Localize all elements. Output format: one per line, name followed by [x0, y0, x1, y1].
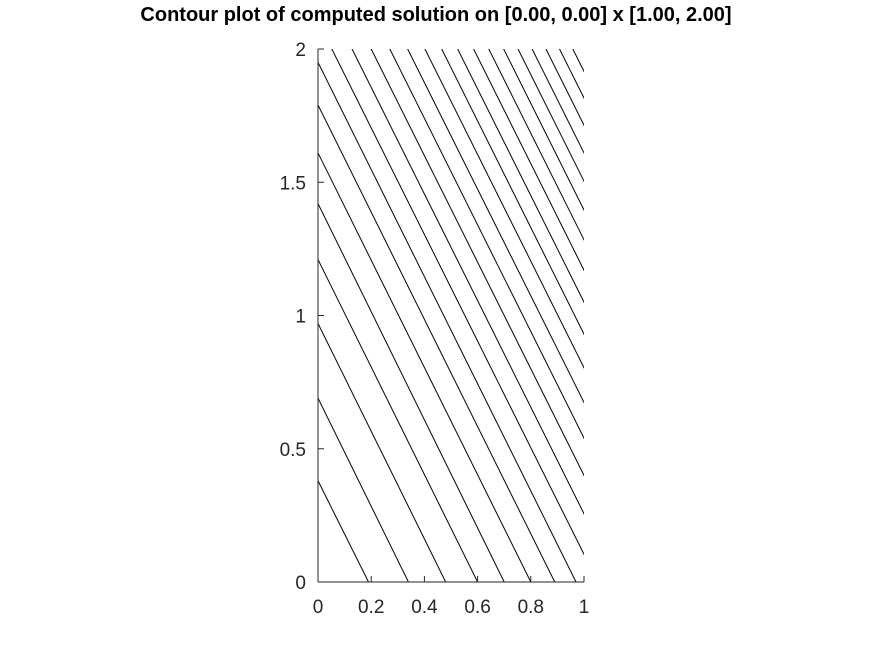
contour-line-13: [407, 49, 584, 404]
contour-line-19: [503, 49, 584, 212]
y-tick-label-3: 1.5: [280, 173, 306, 194]
contour-line-4: [318, 259, 479, 582]
x-tick-label-1: 0.2: [358, 597, 384, 618]
chart-title: Contour plot of computed solution on [0.…: [140, 4, 732, 26]
contour-line-8: [318, 62, 577, 582]
x-tick-label-2: 0.4: [411, 597, 438, 618]
contour-line-16: [457, 49, 584, 304]
contour-line-10: [351, 49, 584, 515]
contour-line-7: [318, 104, 556, 582]
contour-line-12: [389, 49, 584, 440]
contour-line-2: [318, 397, 409, 582]
x-tick-label-5: 1: [579, 597, 590, 618]
contour-line-17: [473, 49, 584, 272]
contour-line-3: [318, 323, 447, 582]
contour-line-5: [318, 203, 505, 582]
contour-line-9: [331, 49, 584, 556]
y-tick-label-2: 1: [295, 307, 306, 328]
y-tick-label-0: 0: [295, 573, 306, 594]
y-tick-label-1: 0.5: [280, 440, 306, 461]
contour-line-22: [545, 49, 584, 127]
contour-line-11: [370, 49, 584, 477]
contour-line-23: [558, 49, 584, 100]
y-tick-label-4: 2: [295, 40, 306, 61]
contour-line-15: [441, 49, 584, 336]
contour-line-20: [517, 49, 584, 183]
contour-line-18: [488, 49, 584, 241]
contour-line-6: [318, 152, 532, 582]
contour-line-21: [531, 49, 584, 155]
contour-line-1: [318, 480, 369, 582]
contour-line-14: [424, 49, 584, 369]
contour-line-24: [572, 49, 584, 73]
contour-lines: [318, 49, 584, 582]
x-tick-label-3: 0.6: [464, 597, 490, 618]
x-tick-label-4: 0.8: [518, 597, 544, 618]
x-tick-label-0: 0: [313, 597, 324, 618]
axes: 0 0.2 0.4 0.6 0.8 1 0 0.5 1 1.5 2: [280, 40, 590, 618]
